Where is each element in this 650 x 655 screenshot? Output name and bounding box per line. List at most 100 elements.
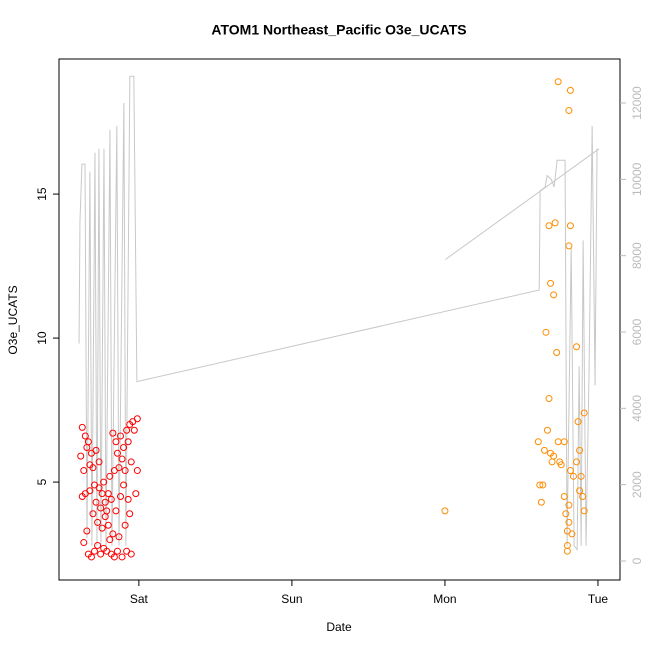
point: [103, 507, 111, 515]
point: [566, 467, 574, 475]
point: [580, 409, 588, 417]
point: [87, 553, 95, 561]
point: [121, 467, 129, 475]
y-axis-label: O3e_UCATS: [6, 285, 20, 354]
point: [562, 510, 570, 518]
point: [565, 242, 573, 250]
point: [97, 550, 105, 558]
point: [574, 418, 582, 426]
point: [543, 426, 551, 434]
point: [124, 438, 132, 446]
point: [127, 550, 135, 558]
point: [86, 487, 94, 495]
point: [84, 438, 92, 446]
x-tick-label: Sun: [281, 592, 302, 606]
point: [580, 507, 588, 515]
y2-tick-label: 6000: [630, 318, 644, 345]
point: [548, 458, 556, 466]
point: [542, 328, 550, 336]
point: [106, 472, 114, 480]
point: [118, 553, 126, 561]
point: [545, 395, 553, 403]
point: [107, 495, 115, 503]
point: [120, 481, 128, 489]
point: [89, 510, 97, 518]
point: [106, 536, 114, 544]
point: [113, 449, 121, 457]
point: [124, 495, 132, 503]
point: [565, 518, 573, 526]
point: [133, 467, 141, 475]
point: [550, 291, 558, 299]
point: [92, 446, 100, 454]
point: [576, 487, 584, 495]
y-tick-label: 10: [35, 331, 49, 345]
point: [569, 472, 577, 480]
point: [536, 481, 544, 489]
x-tick-label: Tue: [588, 592, 609, 606]
point: [539, 481, 547, 489]
y2-tick-label: 4000: [630, 395, 644, 422]
point: [78, 423, 86, 431]
point: [110, 553, 118, 561]
point: [92, 498, 100, 506]
point: [94, 518, 102, 526]
point: [112, 438, 120, 446]
point: [81, 432, 89, 440]
point: [554, 78, 562, 86]
y-tick-label: 15: [35, 187, 49, 201]
y2-tick-label: 8000: [630, 242, 644, 269]
point: [566, 222, 574, 230]
point: [545, 222, 553, 230]
x-tick-label: Sat: [130, 592, 149, 606]
point: [130, 426, 138, 434]
point: [537, 498, 545, 506]
point: [573, 343, 581, 351]
point: [101, 498, 109, 506]
point: [563, 547, 571, 555]
point: [117, 432, 125, 440]
point: [95, 458, 103, 466]
point: [577, 472, 585, 480]
point: [104, 490, 112, 498]
point: [121, 521, 129, 529]
point: [557, 461, 565, 469]
point: [83, 527, 91, 535]
point: [117, 492, 125, 500]
point: [534, 438, 542, 446]
point: [109, 530, 117, 538]
point: [104, 521, 112, 529]
point: [560, 438, 568, 446]
x-tick-label: Mon: [433, 592, 456, 606]
point: [109, 429, 117, 437]
point: [120, 444, 128, 452]
chart-title: ATOM1 Northeast_Pacific O3e_UCATS: [211, 22, 466, 38]
y2-tick-label: 0: [630, 557, 644, 564]
y2-tick-label: 10000: [630, 162, 644, 196]
point: [550, 452, 558, 460]
point: [112, 507, 120, 515]
point: [126, 510, 134, 518]
point: [551, 219, 559, 227]
point: [94, 541, 102, 549]
x-axis-label: Date: [326, 620, 352, 634]
point: [566, 86, 574, 94]
point: [133, 415, 141, 423]
point: [441, 507, 449, 515]
point: [547, 279, 555, 287]
point: [98, 490, 106, 498]
y2-tick-label: 2000: [630, 471, 644, 498]
point: [540, 446, 548, 454]
point: [98, 524, 106, 532]
point: [573, 458, 581, 466]
point: [579, 492, 587, 500]
point: [115, 464, 123, 472]
point: [95, 484, 103, 492]
y-tick-label: 5: [35, 478, 49, 485]
y2-tick-label: 12000: [630, 86, 644, 120]
point: [80, 539, 88, 547]
point: [97, 504, 105, 512]
point: [560, 492, 568, 500]
point: [565, 107, 573, 115]
